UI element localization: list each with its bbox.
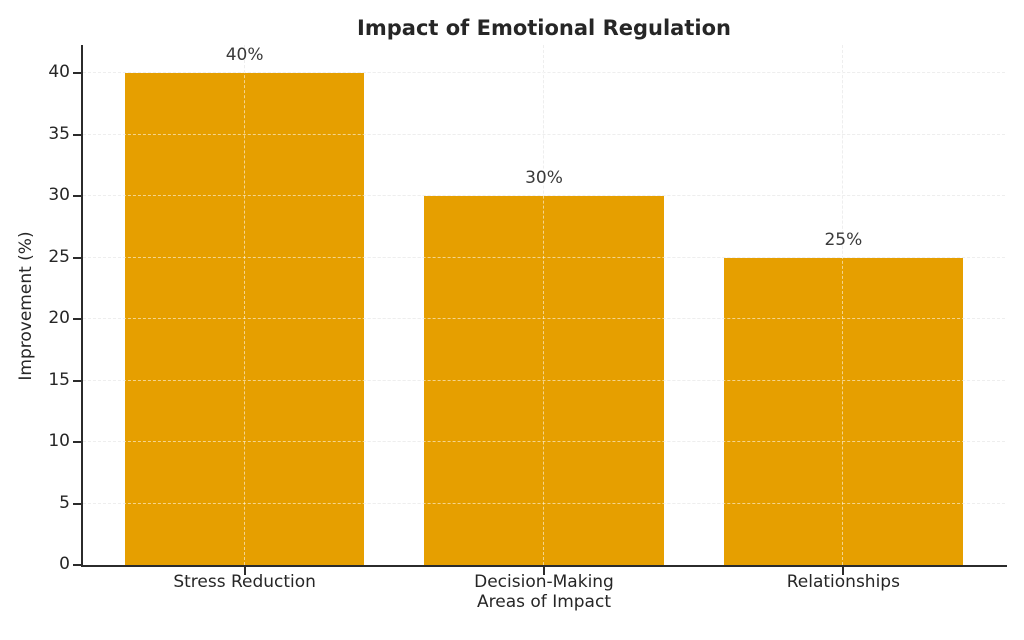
h-gridline-overlay (83, 72, 1005, 74)
x-tick-label: Stress Reduction (173, 572, 316, 592)
bar-value-label: 25% (824, 229, 863, 250)
y-tick-mark (73, 72, 81, 75)
bar (723, 257, 964, 565)
chart-title: Impact of Emotional Regulation (357, 16, 731, 40)
x-axis-label: Areas of Impact (477, 592, 611, 612)
x-tick-mark (842, 567, 845, 575)
y-tick-label: 15 (48, 369, 70, 390)
h-gridline-overlay (83, 379, 1005, 381)
y-tick-mark (73, 564, 81, 566)
y-tick-mark (73, 441, 81, 444)
y-tick-label: 0 (59, 554, 70, 574)
v-gridline-overlay (842, 45, 844, 565)
y-tick-mark (73, 133, 81, 136)
y-tick-mark (73, 195, 81, 198)
bar-value-label: 40% (225, 45, 264, 66)
x-tick-label: Decision-Making (474, 572, 614, 592)
h-gridline-overlay (83, 441, 1005, 443)
y-axis-spine (81, 45, 83, 567)
y-tick-mark (73, 256, 81, 259)
h-gridline-overlay (83, 256, 1005, 258)
y-tick-mark (73, 379, 81, 382)
v-gridline-overlay (543, 45, 544, 565)
x-tick-mark (543, 567, 545, 575)
y-tick-label: 5 (59, 492, 70, 513)
x-tick-label: Relationships (786, 572, 900, 592)
x-axis-spine (81, 565, 1007, 567)
y-tick-mark (73, 502, 81, 505)
v-gridline-overlay (243, 45, 245, 565)
h-gridline-overlay (83, 502, 1005, 504)
bar (124, 73, 365, 565)
h-gridline-overlay (83, 133, 1005, 135)
y-tick-label: 35 (48, 123, 70, 144)
y-tick-label: 40 (48, 62, 70, 83)
y-tick-label: 10 (48, 431, 70, 452)
bar-value-label: 30% (525, 168, 563, 189)
y-tick-mark (73, 318, 81, 321)
y-tick-label: 30 (48, 185, 70, 206)
x-tick-mark (243, 567, 246, 575)
y-tick-label: 20 (48, 308, 70, 329)
h-gridline-overlay (83, 195, 1005, 197)
h-gridline-overlay (83, 318, 1005, 320)
y-tick-label: 25 (48, 246, 70, 267)
